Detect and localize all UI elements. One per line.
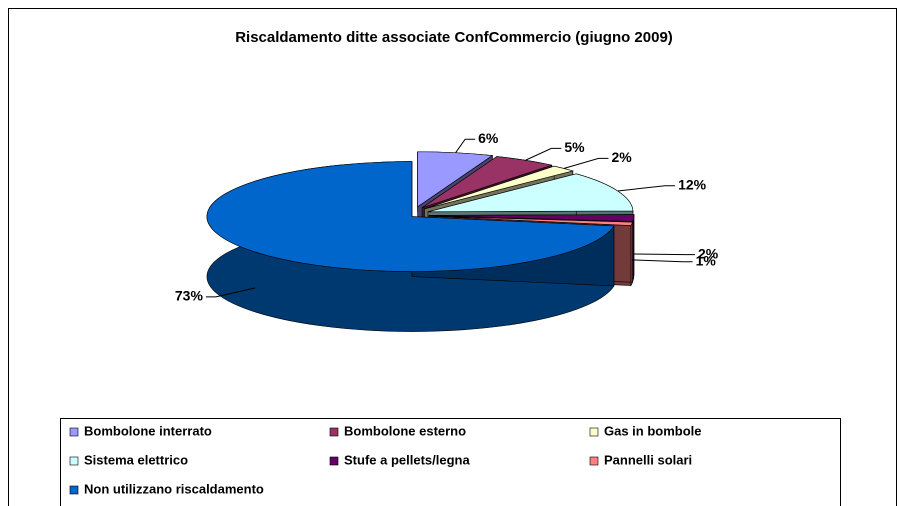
slice	[206, 161, 615, 272]
legend-label: Pannelli solari	[604, 452, 692, 467]
pie-labels: 6%5%2%12%2%1%73%	[175, 130, 719, 304]
legend-label: Bombolone esterno	[344, 423, 466, 438]
legend-label: Stufe a pellets/legna	[344, 452, 470, 467]
legend-swatch	[69, 427, 79, 437]
slice	[428, 215, 634, 226]
data-label: 2%	[612, 149, 633, 165]
data-label: 5%	[564, 139, 585, 155]
data-label: 2%	[698, 245, 719, 261]
data-label: 73%	[175, 288, 204, 304]
legend-swatch	[329, 456, 339, 466]
leader-line	[563, 157, 609, 169]
legend-label: Gas in bombole	[604, 423, 702, 438]
legend-swatch	[589, 456, 599, 466]
legend-swatch	[329, 427, 339, 437]
leader-line	[633, 253, 695, 256]
data-label: 1%	[696, 252, 717, 268]
slice	[427, 173, 634, 213]
chart-title: Riscaldamento ditte associate ConfCommer…	[235, 29, 673, 46]
data-label: 6%	[478, 130, 499, 146]
slice	[428, 214, 635, 222]
legend-swatch	[589, 427, 599, 437]
legend-label: Non utilizzano riscaldamento	[84, 481, 264, 496]
slice	[424, 165, 574, 210]
leader-line	[455, 138, 476, 153]
legend-label: Bombolone interrato	[84, 423, 212, 438]
legend-box	[60, 418, 841, 506]
leader-line	[525, 147, 562, 161]
data-label: 12%	[678, 176, 707, 192]
legend-label: Sistema elettrico	[84, 452, 188, 467]
legend-swatch	[69, 485, 79, 495]
leader-line	[631, 259, 693, 263]
legend-swatch	[69, 456, 79, 466]
pie-tops	[206, 151, 635, 272]
slice	[417, 151, 494, 208]
leader-line	[205, 287, 256, 298]
leader-line	[617, 185, 676, 192]
